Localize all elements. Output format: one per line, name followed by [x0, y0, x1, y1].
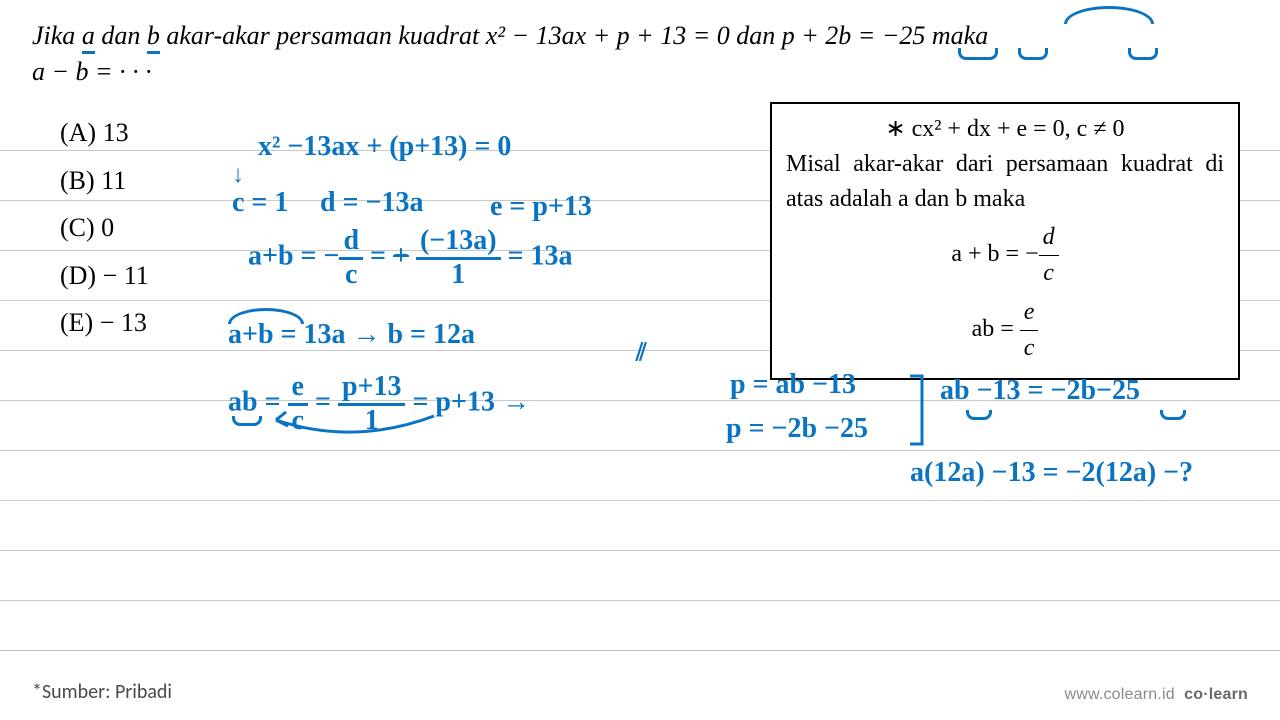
option-b: (B) 11: [60, 158, 149, 204]
var-b: b: [147, 21, 160, 54]
vieta-product: ab = ec: [786, 295, 1224, 366]
hint-box: ∗ cx² + dx + e = 0, c ≠ 0 Misal akar-aka…: [770, 102, 1240, 380]
bracket-annotation: [1160, 410, 1186, 420]
bracket-annotation: [1018, 48, 1048, 60]
down-arrow-icon: ↓: [232, 162, 244, 188]
hint-formula: ∗ cx² + dx + e = 0, c ≠ 0: [786, 112, 1224, 147]
curve-arrow-icon: [264, 408, 444, 448]
text: dan: [730, 21, 782, 50]
num: d: [339, 226, 363, 260]
option-c: (C) 0: [60, 205, 149, 251]
numerator: e: [1020, 295, 1039, 331]
denominator: c: [1020, 331, 1039, 366]
arc-annotation: [1064, 6, 1154, 24]
problem-text: Jika a dan b akar-akar persamaan kuadrat…: [32, 18, 1248, 91]
bracket-annotation: [232, 416, 262, 426]
num: p+13: [338, 372, 406, 406]
text: a+b = −: [248, 241, 339, 272]
text: akar-akar persamaan kuadrat: [160, 21, 486, 50]
hand-b-eq: a+b = 13a → b = 12a: [228, 320, 475, 351]
den: 1: [416, 260, 501, 291]
hand-subst: a(12a) −13 = −2(12a) −?: [910, 458, 1193, 489]
text: dan: [95, 21, 147, 50]
var-a: a: [82, 21, 95, 54]
bracket-annotation: [958, 48, 998, 60]
num: (−13a): [416, 226, 501, 260]
text: Jika: [32, 21, 82, 50]
text: maka: [925, 21, 988, 50]
brand-url: www.colearn.id: [1064, 686, 1174, 703]
condition: p + 2b = −25: [782, 21, 926, 50]
hand-combine: ab −13 = −2b−25: [940, 376, 1140, 407]
brace-icon: [906, 372, 930, 450]
vieta-sum: a + b = −dc: [786, 220, 1224, 291]
denominator: c: [1039, 256, 1059, 291]
text: =: [363, 241, 393, 272]
den: c: [339, 260, 363, 291]
brand-name: co·learn: [1184, 686, 1248, 703]
hand-p2: p = −2b −25: [726, 414, 868, 445]
hint-text: Misal akar-akar dari persamaan kuadrat d…: [786, 147, 1224, 217]
option-a: (A) 13: [60, 110, 149, 156]
brand: www.colearn.id co·learn: [1064, 686, 1248, 704]
text: a + b = −: [951, 241, 1038, 267]
bracket-annotation: [1128, 48, 1158, 60]
numerator: d: [1039, 220, 1059, 256]
text: = 13a: [501, 241, 573, 272]
hand-e: e = p+13: [490, 192, 592, 223]
equation: x² − 13ax + p + 13 = 0: [486, 21, 730, 50]
question: a − b = · · ·: [32, 57, 152, 86]
hand-d: d = −13a: [320, 188, 423, 219]
option-d: (D) − 11: [60, 253, 149, 299]
bracket-annotation: [966, 410, 992, 420]
option-e: (E) − 13: [60, 300, 149, 346]
source-label: *Sumber: Pribadi: [32, 680, 172, 704]
text: ab =: [972, 316, 1020, 342]
hand-p1: p = ab −13: [730, 370, 856, 401]
answer-options: (A) 13 (B) 11 (C) 0 (D) − 11 (E) − 13: [60, 110, 149, 348]
hand-sum: a+b = −dc = + (−13a)1 = 13a: [248, 226, 573, 291]
hand-eq1: x² −13ax + (p+13) = 0: [258, 132, 511, 163]
num: e: [288, 372, 308, 406]
mark: ⫽: [636, 340, 647, 366]
hand-c: c = 1: [232, 188, 288, 219]
